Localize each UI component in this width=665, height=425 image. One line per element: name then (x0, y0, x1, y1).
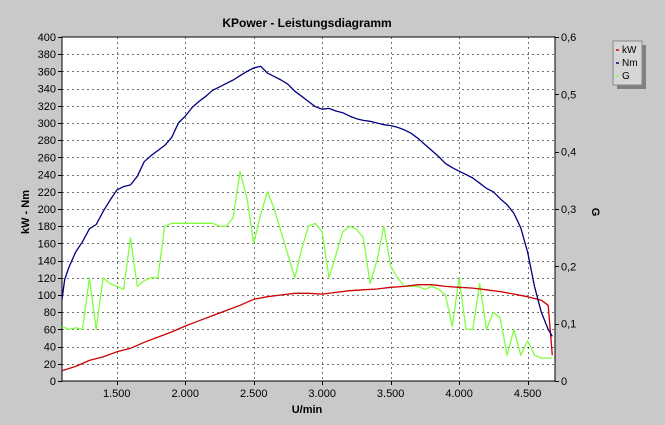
x-tick-label: 4.500 (514, 388, 542, 400)
y-left-tick-label: 80 (44, 307, 56, 319)
y-left-tick-label: 400 (38, 32, 56, 44)
x-tick-label: 3.500 (377, 388, 405, 400)
y-right-tick-label: 0,1 (561, 319, 576, 331)
series-line-g (61, 171, 553, 359)
y-right-tick-label: 0,2 (561, 261, 576, 273)
x-tick-label: 1.500 (103, 388, 131, 400)
y-right-tick-label: 0,4 (561, 147, 576, 159)
y-left-tick-label: 220 (38, 187, 56, 199)
y-left-tick-label: 100 (38, 290, 56, 302)
y-left-tick-label: 120 (38, 273, 56, 285)
y-left-tick-label: 280 (38, 135, 56, 147)
y-left-tick-label: 340 (38, 84, 56, 96)
y-right-tick-label: 0,6 (561, 32, 576, 44)
left-axis: 0 20 40 60 80 100 120 140 160 180 200 220 240 260 280 3… (38, 32, 62, 388)
x-axis: 1.500 2.000 2.500 3.000 3.500 4.000 4.500 (103, 381, 541, 400)
y-left-tick-label: 360 (38, 66, 56, 78)
legend-label-kw: kW (622, 45, 637, 56)
y-axis-left-label: kW - Nm (20, 190, 32, 234)
x-tick-label: 4.000 (445, 388, 473, 400)
y-right-tick-label: 0 (561, 376, 567, 388)
y-left-tick-label: 320 (38, 101, 56, 113)
x-axis-label: U/min (292, 404, 323, 416)
series-line-nm (61, 65, 553, 337)
y-left-tick-label: 200 (38, 204, 56, 216)
y-left-tick-label: 380 (38, 49, 56, 61)
y-left-tick-label: 240 (38, 170, 56, 182)
y-left-tick-label: 0 (50, 376, 56, 388)
y-left-tick-label: 40 (44, 342, 56, 354)
x-tick-label: 2.000 (171, 388, 199, 400)
right-axis: 0 0,1 0,2 0,3 0,4 0,5 0,6 (555, 32, 576, 388)
y-right-tick-label: 0,3 (561, 204, 576, 216)
grid (62, 37, 555, 381)
y-left-tick-label: 180 (38, 221, 56, 233)
series-layer (61, 65, 553, 372)
legend-label-g: G (622, 71, 630, 82)
x-tick-label: 3.000 (308, 388, 336, 400)
legend-items: kW Nm G (616, 45, 638, 82)
legend: kW Nm G (612, 40, 646, 89)
y-left-tick-label: 20 (44, 359, 56, 371)
y-right-tick-label: 0,5 (561, 89, 576, 101)
y-left-tick-label: 260 (38, 152, 56, 164)
y-left-tick-label: 60 (44, 324, 56, 336)
legend-label-nm: Nm (622, 58, 638, 69)
y-left-tick-label: 160 (38, 238, 56, 250)
chart-title: KPower - Leistungsdiagramm (222, 16, 391, 30)
x-tick-label: 2.500 (240, 388, 268, 400)
y-axis-right-label: G (589, 208, 601, 217)
series-line-kw (61, 284, 553, 372)
y-left-tick-label: 300 (38, 118, 56, 130)
y-left-tick-label: 140 (38, 256, 56, 268)
